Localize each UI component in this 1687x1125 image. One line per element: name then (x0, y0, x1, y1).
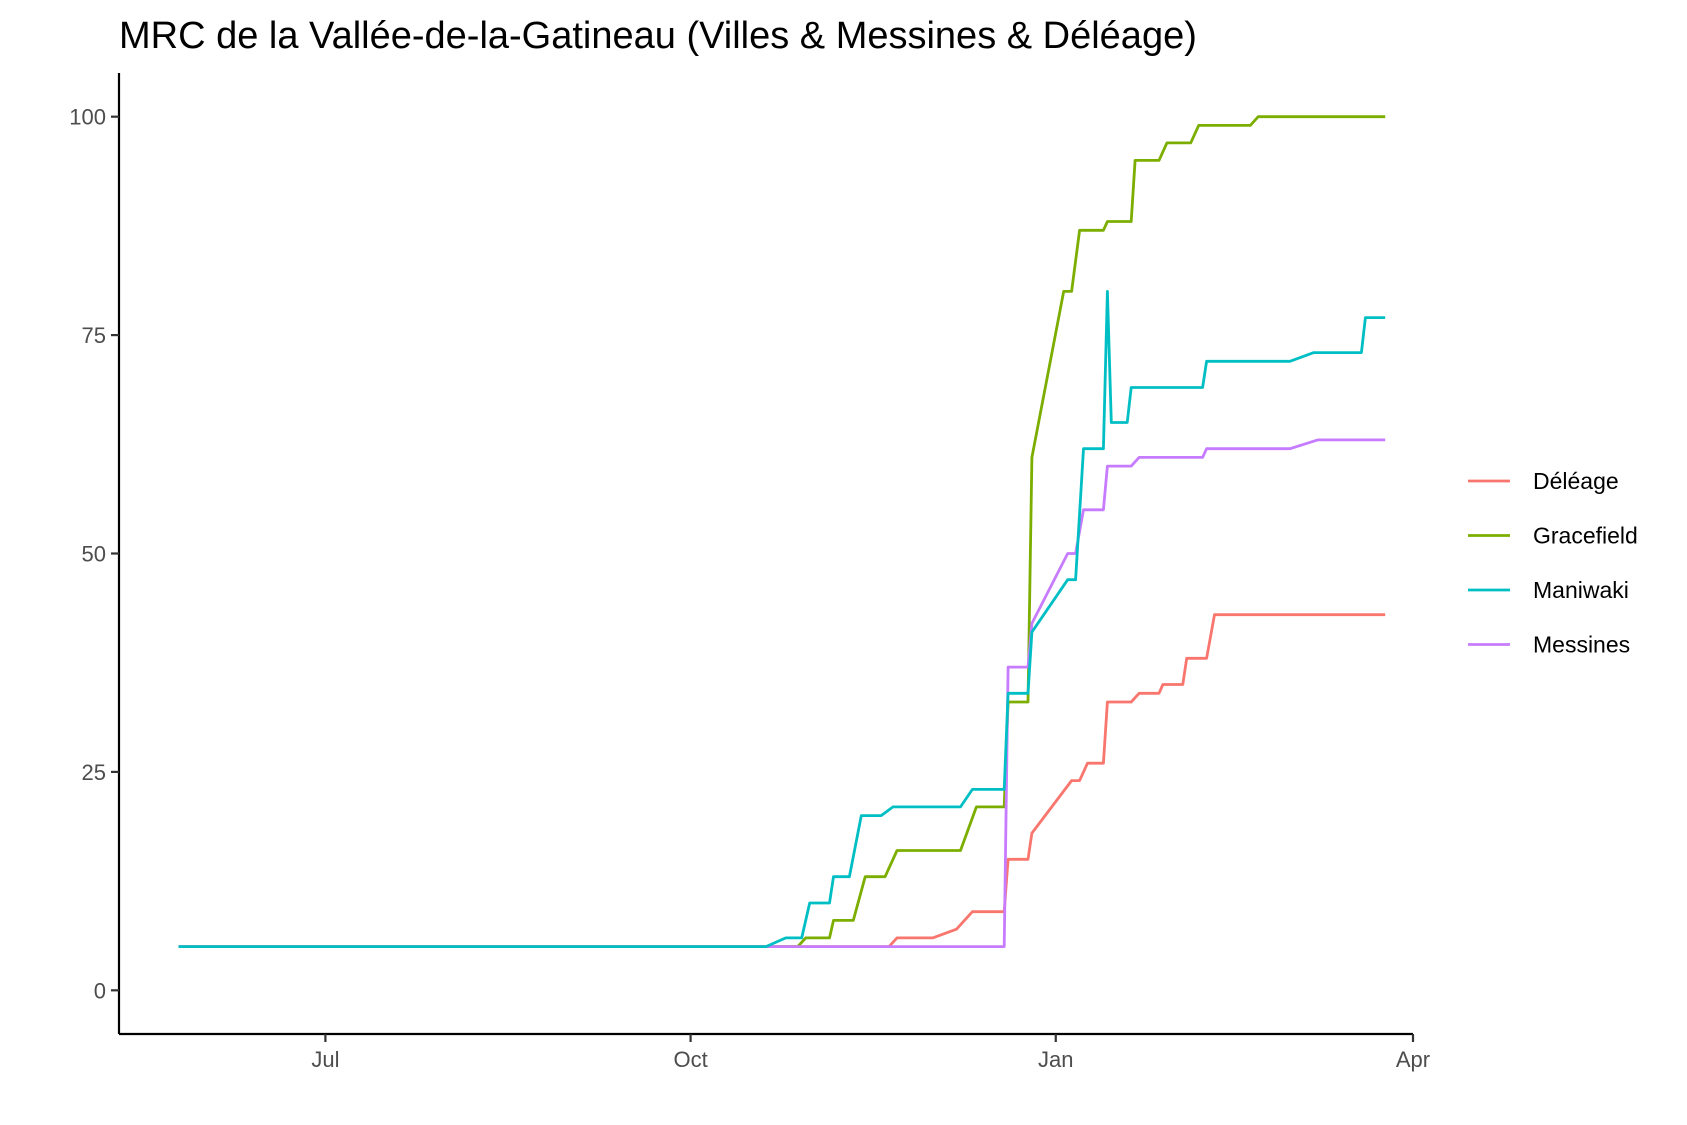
plot-area: 0 25 50 75 100 Jul Oct Jan Apr (69, 73, 1430, 1072)
series-line-maniwaki (178, 289, 1386, 948)
legend-label: Déléage (1533, 468, 1619, 494)
series-line-deleage (178, 613, 1386, 948)
x-tick-label: Oct (673, 1047, 707, 1072)
x-axis-ticks: Jul Oct Jan Apr (311, 1034, 1430, 1072)
legend-label: Gracefield (1533, 523, 1638, 549)
y-tick-label: 50 (82, 542, 106, 567)
series-line-messines (178, 438, 1386, 948)
y-tick-label: 0 (94, 978, 106, 1003)
y-tick-label: 75 (82, 323, 106, 348)
series-line-gracefield (178, 115, 1386, 948)
y-axis-ticks: 0 25 50 75 100 (69, 105, 119, 1003)
x-tick-label: Jan (1038, 1047, 1073, 1072)
y-tick-label: 25 (82, 760, 106, 785)
y-tick-label: 100 (69, 105, 106, 130)
x-tick-label: Apr (1396, 1047, 1430, 1072)
legend-label: Maniwaki (1533, 577, 1629, 603)
chart-title: MRC de la Vallée-de-la-Gatineau (Villes … (119, 15, 1197, 57)
series-lines (178, 115, 1386, 948)
legend: Déléage Gracefield Maniwaki Messines (1468, 468, 1638, 658)
x-tick-label: Jul (311, 1047, 339, 1072)
legend-label: Messines (1533, 632, 1630, 658)
